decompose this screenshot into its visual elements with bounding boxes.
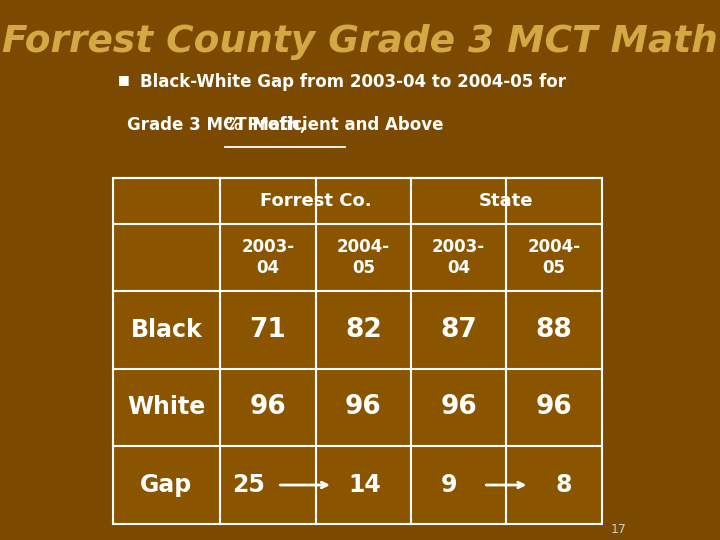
Text: 2003-
04: 2003- 04 — [241, 238, 294, 277]
Text: Black-White Gap from 2003-04 to 2004-05 for: Black-White Gap from 2003-04 to 2004-05 … — [140, 73, 566, 91]
Text: 14: 14 — [348, 473, 382, 497]
Text: 2004-
05: 2004- 05 — [337, 238, 390, 277]
Text: White: White — [127, 395, 206, 420]
Text: 88: 88 — [536, 317, 572, 343]
Text: Forrest Co.: Forrest Co. — [260, 192, 372, 210]
Text: ■: ■ — [118, 73, 130, 86]
Text: Grade 3 MCT Math,: Grade 3 MCT Math, — [127, 116, 312, 134]
Text: 96: 96 — [345, 394, 382, 421]
Text: % Proficient and Above: % Proficient and Above — [225, 116, 444, 134]
Text: 8: 8 — [555, 473, 572, 497]
Text: 25: 25 — [233, 473, 265, 497]
Text: Gap: Gap — [140, 473, 192, 497]
Text: 2004-
05: 2004- 05 — [528, 238, 580, 277]
Text: Black: Black — [130, 318, 202, 342]
Text: Forrest County Grade 3 MCT Math: Forrest County Grade 3 MCT Math — [2, 24, 718, 60]
Text: 96: 96 — [441, 394, 477, 421]
Text: 9: 9 — [441, 473, 457, 497]
Text: 96: 96 — [536, 394, 572, 421]
Text: 96: 96 — [250, 394, 287, 421]
Text: 87: 87 — [441, 317, 477, 343]
Text: 82: 82 — [345, 317, 382, 343]
Text: State: State — [479, 192, 534, 210]
Text: 17: 17 — [611, 523, 627, 536]
Text: 2003-
04: 2003- 04 — [432, 238, 485, 277]
Text: 71: 71 — [250, 317, 287, 343]
